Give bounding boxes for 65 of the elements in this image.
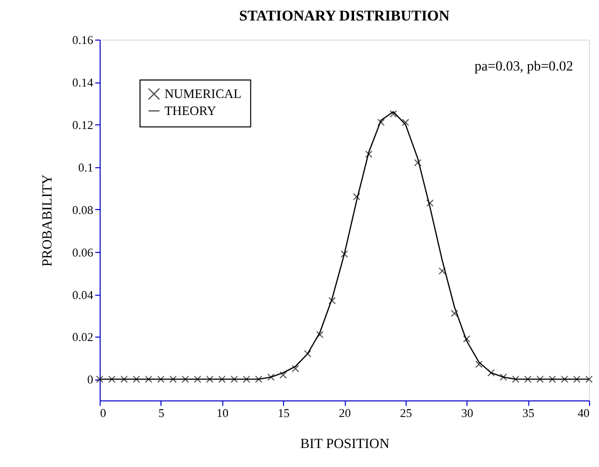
x-tick-label: 15 — [278, 406, 290, 420]
point — [255, 376, 262, 383]
x-tick-label: 20 — [338, 406, 351, 420]
point — [390, 110, 397, 118]
point — [340, 250, 348, 258]
point — [536, 376, 544, 383]
point — [132, 376, 140, 383]
point — [377, 118, 385, 126]
x-tick-label: 5 — [158, 406, 164, 420]
point — [560, 376, 568, 383]
point — [475, 360, 483, 368]
x-tick-label: 40 — [578, 406, 590, 420]
point — [144, 376, 152, 383]
y-tick-label: 0 — [87, 372, 94, 387]
point — [157, 376, 164, 383]
point — [488, 369, 495, 376]
point — [96, 376, 104, 383]
point — [194, 376, 202, 383]
chart-title: STATIONARY DISTRIBUTION — [239, 8, 450, 25]
point — [328, 297, 336, 304]
point — [365, 150, 372, 158]
point — [450, 310, 458, 318]
point — [414, 159, 422, 166]
point — [500, 373, 508, 381]
point — [108, 376, 116, 383]
point — [267, 373, 275, 381]
point — [573, 376, 580, 383]
point — [304, 350, 312, 358]
point — [352, 193, 360, 200]
y-tick-label: 0.14 — [72, 76, 94, 90]
y-axis-title: PROBABILITY — [40, 174, 56, 267]
point — [426, 199, 434, 207]
y-tick-label: 0.08 — [72, 202, 94, 217]
x-tick-label: 25 — [400, 406, 412, 420]
annotation: pa=0.03, pb=0.02 — [474, 60, 574, 75]
x-tick-label: 0 — [100, 406, 106, 420]
x-axis-title: BIT POSITION — [300, 436, 390, 452]
legend-label: THEORY — [164, 102, 217, 118]
point — [512, 376, 520, 383]
point — [206, 376, 214, 383]
point — [524, 376, 532, 383]
y-tick-label: 0.1 — [78, 160, 94, 174]
y-tick-label: 0.16 — [72, 33, 94, 48]
point — [242, 376, 250, 383]
point — [218, 376, 226, 383]
point — [463, 335, 470, 343]
x-tick-label: 10 — [216, 406, 229, 420]
y-tick-label: 0.06 — [72, 245, 94, 260]
y-tick-label: 0.02 — [72, 330, 94, 344]
point — [169, 376, 177, 383]
point — [280, 371, 287, 379]
point — [548, 376, 556, 383]
legend-label: NUMERICAL — [164, 86, 242, 101]
point — [438, 267, 446, 275]
point — [402, 118, 410, 126]
point — [585, 376, 593, 383]
point — [230, 376, 238, 383]
y-tick-label: 0.04 — [72, 288, 94, 302]
x-tick-label: 35 — [522, 406, 534, 420]
point — [120, 376, 128, 383]
point — [292, 364, 300, 372]
point — [182, 376, 189, 383]
x-tick-label: 30 — [461, 406, 474, 420]
point — [316, 330, 324, 338]
y-tick-label: 0.12 — [72, 118, 94, 132]
